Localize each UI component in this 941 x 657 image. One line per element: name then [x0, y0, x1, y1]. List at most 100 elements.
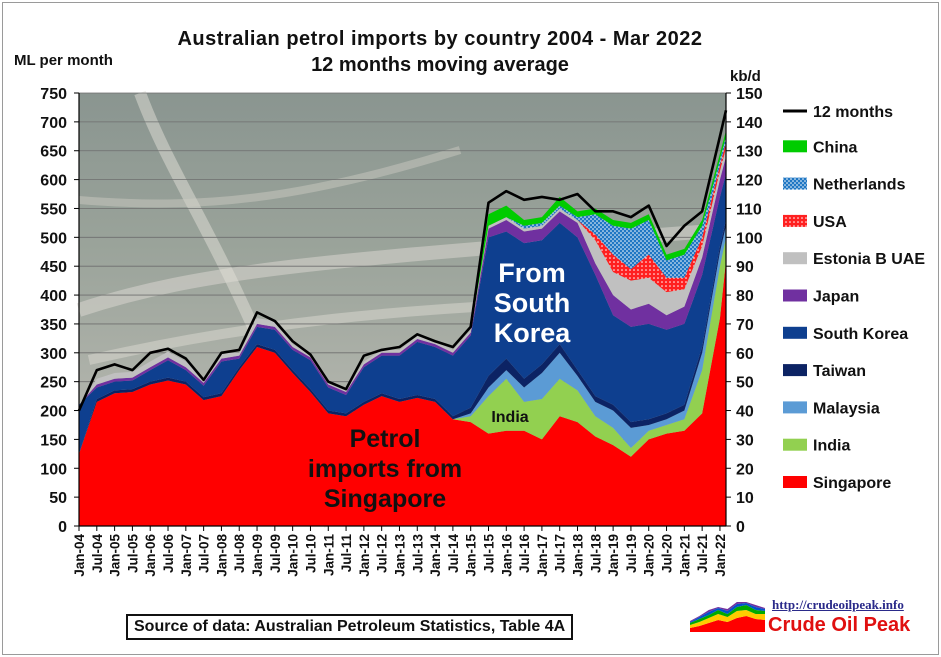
left-tick-label: 150 — [40, 432, 67, 449]
legend-label-12-months: 12 months — [813, 104, 893, 121]
legend-label-south-korea: South Korea — [813, 326, 908, 343]
left-tick-label: 500 — [40, 230, 67, 247]
x-tick-label: Jul-08 — [232, 534, 247, 574]
area-south-korea — [79, 173, 726, 454]
x-tick-label: Jan-13 — [392, 534, 407, 577]
legend: 12 months China Netherlands USA Estonia B UA… — [783, 104, 925, 492]
left-tick-label: 550 — [40, 201, 67, 218]
legend-swatch-usa — [783, 214, 807, 227]
chart-subtitle: 12 months moving average — [311, 54, 569, 76]
x-tick-label: Jul-18 — [588, 534, 603, 574]
right-tick-label: 90 — [736, 259, 754, 276]
annotation-south-korea: Korea — [494, 318, 572, 348]
x-tick-label: Jul-10 — [303, 534, 318, 573]
x-tick-label: Jan-05 — [108, 534, 123, 577]
x-tick-label: Jul-15 — [481, 534, 496, 574]
right-axis-unit: kb/d — [730, 68, 761, 85]
right-tick-label: 70 — [736, 317, 754, 334]
left-tick-label: 350 — [40, 317, 67, 334]
right-tick-label: 100 — [736, 230, 763, 247]
x-tick-label: Jan-17 — [535, 534, 550, 577]
x-tick-label: Jan-15 — [464, 534, 479, 577]
x-tick-label: Jan-21 — [677, 534, 692, 577]
legend-swatch-singapore — [783, 476, 807, 488]
x-tick-label: Jan-16 — [499, 534, 514, 577]
x-tick-label: Jan-04 — [72, 534, 87, 577]
legend-swatch-south-korea — [783, 326, 807, 339]
left-axis-ticks: 0 50 100 150 200 250 300 350 400 450 500 550 600 650 7… — [40, 86, 79, 536]
legend-label-india: India — [813, 438, 850, 455]
left-tick-label: 50 — [49, 490, 67, 507]
x-tick-label: Jul-06 — [161, 534, 176, 574]
annotation-india: India — [491, 409, 528, 426]
right-tick-label: 60 — [736, 346, 754, 363]
chart-title: Australian petrol imports by country 200… — [177, 28, 703, 50]
x-tick-label: Jul-07 — [197, 534, 212, 573]
x-tick-label: Jul-20 — [660, 534, 675, 573]
legend-swatch-taiwan — [783, 364, 807, 377]
legend-swatch-malaysia — [783, 401, 807, 414]
legend-swatch-estonia-b-uae — [783, 252, 807, 265]
x-tick-label: Jan-08 — [214, 534, 229, 577]
left-tick-label: 300 — [40, 346, 67, 363]
right-axis-ticks: 0 10 20 30 40 50 60 70 80 90 100 110 120 130 140 150 — [726, 86, 763, 536]
brand-logo — [690, 602, 765, 632]
annotation-singapore: imports from — [308, 455, 462, 483]
area-estonia-b-uae — [79, 147, 726, 405]
left-tick-label: 400 — [40, 288, 67, 305]
area-singapore — [79, 260, 726, 526]
right-tick-label: 40 — [736, 404, 754, 421]
x-tick-label: Jul-19 — [624, 534, 639, 573]
brand-name: Crude Oil Peak — [768, 614, 911, 636]
left-tick-label: 600 — [40, 173, 67, 190]
legend-swatch-india — [783, 438, 807, 451]
right-tick-label: 0 — [736, 519, 745, 536]
x-tick-label: Jul-11 — [339, 534, 354, 573]
x-tick-label: Jul-21 — [695, 534, 710, 574]
right-tick-label: 130 — [736, 144, 763, 161]
legend-label-japan: Japan — [813, 289, 859, 306]
brand-link[interactable]: http://crudeoilpeak.info — [772, 597, 904, 612]
right-tick-label: 120 — [736, 173, 763, 190]
annotation-singapore: Petrol — [350, 425, 421, 453]
legend-label-netherlands: Netherlands — [813, 177, 906, 194]
x-tick-label: Jan-12 — [357, 534, 372, 577]
legend-swatch-japan — [783, 289, 807, 302]
left-tick-label: 0 — [58, 519, 67, 536]
x-tick-label: Jan-07 — [179, 534, 194, 577]
legend-swatch-china — [783, 140, 807, 153]
left-tick-label: 450 — [40, 259, 67, 276]
area-japan — [79, 156, 726, 405]
x-axis-ticks: Jan-04 Jul-04 Jan-05 Jul-05 Jan-06 Jul-06 Jan-… — [72, 526, 728, 577]
left-tick-label: 200 — [40, 404, 67, 421]
legend-label-malaysia: Malaysia — [813, 400, 880, 417]
area-india — [79, 237, 726, 457]
x-tick-label: Jul-13 — [410, 534, 425, 574]
total-line-group — [77, 110, 728, 412]
right-tick-label: 110 — [736, 201, 762, 218]
annotation-south-korea: South — [494, 288, 570, 318]
x-tick-label: Jan-20 — [642, 534, 657, 577]
x-tick-label: Jul-17 — [553, 534, 568, 573]
right-tick-label: 30 — [736, 432, 754, 449]
x-tick-label: Jul-14 — [446, 534, 461, 574]
x-tick-label: Jan-11 — [321, 534, 336, 577]
legend-label-taiwan: Taiwan — [813, 363, 866, 380]
area-series — [79, 130, 726, 526]
annotation-south-korea: From — [498, 258, 566, 288]
right-tick-label: 20 — [736, 461, 754, 478]
left-tick-label: 750 — [40, 86, 67, 103]
x-tick-label: Jan-06 — [143, 534, 158, 577]
x-tick-label: Jul-05 — [125, 534, 140, 574]
left-axis-unit: ML per month — [14, 52, 113, 69]
legend-swatch-netherlands — [783, 177, 807, 190]
legend-label-estonia-b-uae: Estonia B UAE — [813, 251, 925, 268]
axes — [78, 93, 727, 527]
legend-label-china: China — [813, 139, 858, 156]
right-tick-label: 140 — [736, 115, 763, 132]
x-tick-label: Jul-12 — [375, 534, 390, 573]
left-tick-label: 700 — [40, 115, 67, 132]
brand-logo-band — [690, 610, 765, 628]
